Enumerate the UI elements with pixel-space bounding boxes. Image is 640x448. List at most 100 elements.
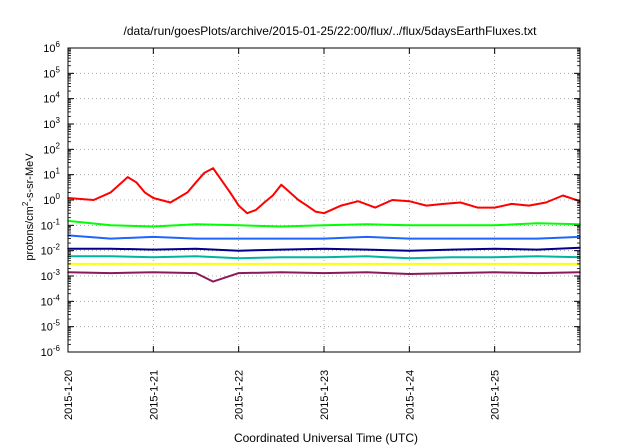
series-4-point (451, 248, 453, 251)
series-3-point (195, 237, 197, 240)
series-3-point (280, 237, 283, 240)
series-4-point (152, 248, 155, 251)
series-1-point (126, 176, 129, 178)
series-1-point (118, 183, 120, 186)
series-1-point (263, 201, 266, 204)
series-5-point (451, 256, 453, 259)
series-5-point (323, 256, 325, 259)
y-tick-label-exponent: -2 (53, 243, 61, 252)
series-1-point (476, 206, 479, 209)
series-1-point (442, 203, 445, 205)
series-5-point (408, 257, 411, 260)
series-3-point (365, 236, 368, 238)
series-4-point (323, 247, 325, 250)
series-7-point (212, 280, 214, 283)
y-tick-label: 105 (43, 65, 60, 80)
series-5-group (67, 255, 581, 260)
y-tick-label: 102 (43, 141, 60, 156)
series-7-group (67, 271, 581, 283)
series-1-point (493, 206, 496, 209)
y-tick-label: 10-4 (41, 293, 61, 308)
series-1-point (169, 201, 172, 204)
series-1-point (109, 191, 112, 194)
series-5-point (109, 255, 112, 258)
y-tick-label-base: 10 (41, 271, 53, 283)
y-tick-label-base: 10 (43, 144, 55, 156)
x-tick-label: 2015-1-23 (319, 370, 331, 420)
series-1-point (545, 201, 547, 204)
series-5-point (237, 257, 240, 260)
series-1-point (340, 204, 342, 207)
y-tick-label: 10-1 (41, 217, 61, 232)
y-tick-label-exponent: -5 (53, 319, 61, 328)
series-7-point (493, 271, 496, 274)
series-7-point (280, 271, 283, 274)
series-1-point (391, 199, 394, 201)
series-2-point (493, 224, 496, 227)
series-7-point (323, 272, 325, 274)
series-4-point (365, 248, 368, 251)
series-2-point (195, 223, 197, 226)
y-tick-label-exponent: 3 (56, 116, 61, 125)
series-1-point (374, 206, 377, 209)
series-1-point (144, 191, 146, 194)
series-7-point (109, 272, 112, 274)
y-tick-label-base: 10 (41, 220, 53, 232)
y-tick-label-exponent: 5 (56, 65, 61, 74)
series-7-point (408, 273, 411, 275)
series-1-point (528, 204, 530, 207)
y-tick-label: 100 (43, 192, 60, 207)
y-tick-label-exponent: -6 (53, 344, 61, 353)
chart-title: /data/run/goesPlots/archive/2015-01-25/2… (124, 24, 538, 38)
series-1-point (92, 199, 95, 201)
x-axis-label: Coordinated Universal Time (UTC) (234, 431, 418, 445)
y-tick-label: 10-5 (41, 319, 61, 334)
series-3-point (408, 237, 411, 240)
series-1-point (425, 204, 428, 207)
series-1-point (323, 212, 325, 214)
y-tick-label-exponent: 2 (56, 141, 61, 150)
series-7-point (451, 272, 453, 274)
y-axis-label-prefix: protons/cm (24, 206, 36, 260)
y-tick-label-exponent: -1 (53, 217, 61, 226)
series-4-point (493, 247, 496, 250)
series-7-point (536, 272, 539, 274)
x-tick-label: 2015-1-21 (148, 370, 160, 420)
series-1-point (220, 179, 223, 182)
y-tick-label-base: 10 (43, 195, 55, 207)
series-1-point (237, 204, 240, 207)
y-tick-label: 10-3 (41, 268, 61, 283)
series-3-point (152, 236, 155, 238)
series-1-point (289, 191, 291, 194)
series-1-point (306, 204, 308, 207)
series-6-group (67, 262, 581, 265)
y-tick-label-base: 10 (41, 322, 53, 334)
series-4-point (195, 247, 197, 250)
series-4-point (109, 247, 112, 250)
series-1-point (510, 203, 513, 205)
x-tick-labels: 2015-1-20 2015-1-21 2015-1-22 2015-1-23 2015… (63, 370, 502, 420)
series-2-point (323, 224, 325, 227)
y-tick-label-base: 10 (41, 296, 53, 308)
series-7-point (365, 271, 368, 274)
y-tick-label: 104 (43, 91, 60, 106)
series-1-point (272, 194, 274, 197)
grid-lines (68, 48, 580, 352)
series-5-point (152, 256, 155, 259)
series-4-point (237, 249, 240, 252)
y-tick-label-exponent: 0 (56, 192, 61, 201)
series-6-point (323, 263, 325, 265)
y-tick-label-base: 10 (41, 246, 53, 258)
y-tick-label: 10-6 (41, 344, 61, 359)
y-axis-label: protons/cm2-s-sr-MeV (21, 153, 36, 261)
series-5-point (493, 256, 496, 259)
series-2-point (237, 224, 240, 227)
series-1-point (459, 201, 462, 204)
y-tick-label: 106 (43, 40, 60, 55)
series-5-point (195, 255, 197, 258)
series-1-point (203, 171, 206, 174)
series-2-point (536, 222, 539, 225)
y-tick-label-exponent: -4 (53, 293, 61, 302)
series-3-point (237, 237, 240, 240)
